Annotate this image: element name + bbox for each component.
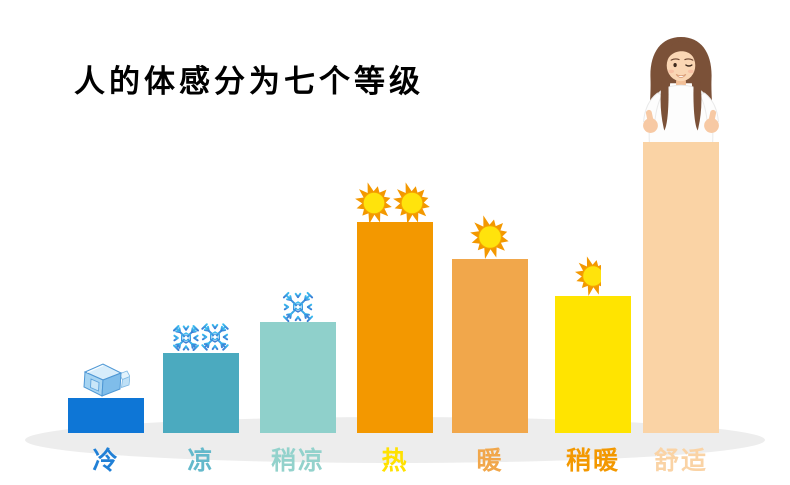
snowflakes-two-icon — [167, 320, 235, 356]
bar-hot — [357, 222, 433, 433]
person-thumbs-up-icon — [633, 34, 729, 162]
bar-label-cold: 冷 — [92, 447, 120, 475]
page-title: 人的体感分为七个等级 — [74, 64, 424, 99]
suns-two-icon — [352, 182, 438, 224]
bar-warm — [452, 259, 528, 433]
snowflake-icon — [278, 287, 318, 327]
bar-label-slightly-cool: 稍凉 — [270, 447, 325, 475]
bar-label-cool: 凉 — [187, 447, 215, 475]
ice-cubes-icon — [78, 360, 131, 398]
bar-slightly-warm — [555, 296, 631, 433]
bar-slightly-cool — [260, 322, 336, 433]
bar-cold — [68, 398, 144, 433]
bar-label-warm: 暖 — [476, 447, 504, 475]
bar-label-comfortable: 舒适 — [653, 447, 708, 475]
bar-label-slightly-warm: 稍暖 — [565, 447, 620, 475]
bar-cool — [163, 353, 239, 433]
sun-icon — [468, 215, 512, 259]
bar-comfortable — [643, 142, 719, 433]
bar-label-hot: 热 — [381, 447, 409, 475]
sun-half-icon — [573, 256, 613, 296]
